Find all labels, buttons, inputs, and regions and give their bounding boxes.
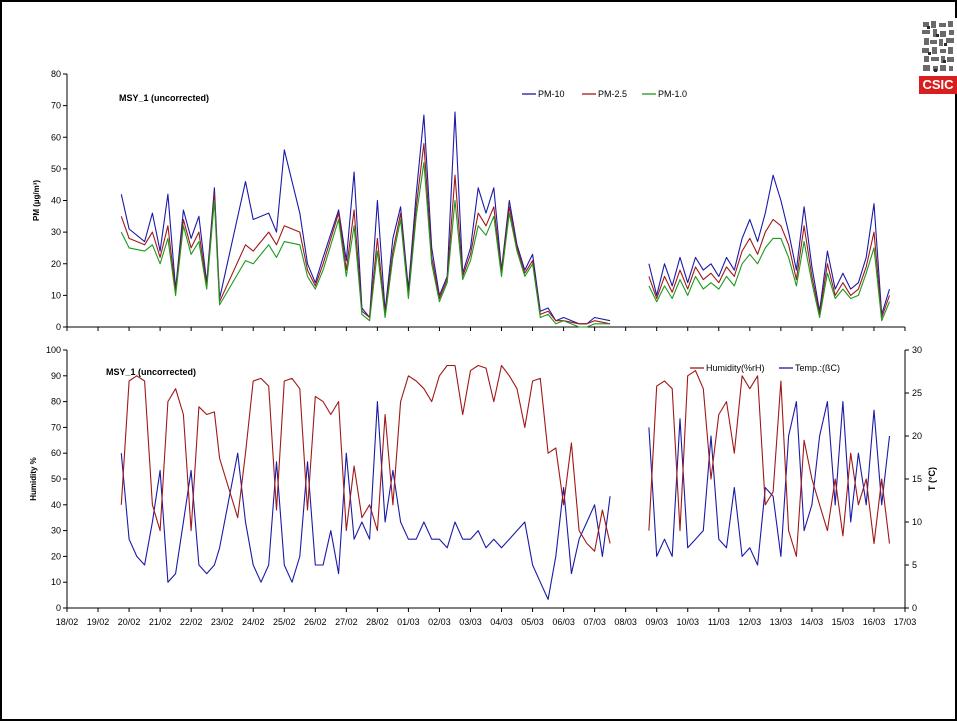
pm1-line: [120, 161, 611, 328]
pm25-line: [120, 143, 611, 325]
x-tick-label: 10/03: [676, 617, 699, 627]
pm10-line: [648, 174, 891, 315]
x-tick-label: 12/03: [739, 617, 762, 627]
pm-legend-label: PM-10: [538, 89, 565, 99]
x-tick-label: 23/02: [211, 617, 234, 627]
temp-y-tick-label: 0: [912, 603, 917, 613]
temp-y-tick-label: 5: [912, 560, 917, 570]
x-tick-label: 16/03: [863, 617, 886, 627]
pm-y-tick-label: 0: [56, 322, 61, 332]
humidity-line: [120, 364, 611, 552]
csic-logo-text: CSIC: [919, 76, 957, 94]
pm-legend-label: PM-2.5: [598, 89, 627, 99]
x-tick-label: 02/03: [428, 617, 451, 627]
x-tick-label: 15/03: [832, 617, 855, 627]
pm-y-tick-label: 80: [51, 69, 61, 79]
pm1-line: [648, 237, 891, 322]
pm-y-tick-label: 20: [51, 259, 61, 269]
hum-y-tick-label: 40: [51, 500, 61, 510]
x-tick-label: 21/02: [149, 617, 172, 627]
hum-legend-label: Humidity(%rH): [706, 363, 765, 373]
pm-y-tick-label: 10: [51, 290, 61, 300]
x-tick-label: 14/03: [801, 617, 824, 627]
hum-y-tick-label: 0: [56, 603, 61, 613]
x-tick-label: 17/03: [894, 617, 917, 627]
hum-y-tick-label: 10: [51, 577, 61, 587]
x-tick-label: 07/03: [583, 617, 606, 627]
x-tick-label: 20/02: [118, 617, 141, 627]
pm-y-tick-label: 60: [51, 132, 61, 142]
x-tick-label: 08/03: [614, 617, 637, 627]
x-tick-label: 26/02: [304, 617, 327, 627]
hum-y-axis-label: Humidity %: [29, 457, 38, 501]
pm-y-tick-label: 40: [51, 196, 61, 206]
pm-y-tick-label: 30: [51, 227, 61, 237]
x-tick-label: 03/03: [459, 617, 482, 627]
pm-chart-title: MSY_1 (uncorrected): [119, 93, 209, 103]
temp-y-tick-label: 10: [912, 517, 922, 527]
hum-y-tick-label: 100: [46, 345, 61, 355]
pm-y-tick-label: 50: [51, 164, 61, 174]
pm10-line: [120, 111, 611, 325]
humidity-line: [648, 370, 891, 557]
hum-legend-label: Temp.:(ßC): [795, 363, 840, 373]
hum-y-tick-label: 50: [51, 474, 61, 484]
temp-line: [120, 401, 611, 600]
pm-y-axis-label: PM (µg/m³): [32, 180, 41, 221]
x-tick-label: 22/02: [180, 617, 203, 627]
temp-line: [648, 401, 891, 566]
x-tick-label: 18/02: [56, 617, 79, 627]
x-tick-label: 09/03: [645, 617, 668, 627]
x-tick-label: 04/03: [490, 617, 513, 627]
x-tick-label: 11/03: [708, 617, 730, 627]
temp-y-tick-label: 15: [912, 474, 922, 484]
x-tick-label: 19/02: [87, 617, 110, 627]
x-tick-label: 27/02: [335, 617, 358, 627]
hum-y-tick-label: 80: [51, 397, 61, 407]
temp-y-tick-label: 25: [912, 388, 922, 398]
pm25-line: [648, 218, 891, 319]
x-tick-label: 28/02: [366, 617, 389, 627]
temp-y-axis-label: T (°C): [927, 467, 937, 491]
x-tick-label: 05/03: [521, 617, 544, 627]
x-tick-label: 24/02: [242, 617, 265, 627]
pm-y-tick-label: 70: [51, 101, 61, 111]
x-tick-label: 13/03: [770, 617, 793, 627]
hum-y-tick-label: 30: [51, 526, 61, 536]
x-tick-label: 25/02: [273, 617, 296, 627]
hum-y-tick-label: 70: [51, 422, 61, 432]
hum-y-tick-label: 20: [51, 551, 61, 561]
x-tick-label: 01/03: [397, 617, 420, 627]
temp-y-tick-label: 20: [912, 431, 922, 441]
pm-legend-label: PM-1.0: [658, 89, 687, 99]
csic-logo-icon: [919, 18, 957, 76]
temp-y-tick-label: 30: [912, 345, 922, 355]
hum-chart-title: MSY_1 (uncorrected): [106, 367, 196, 377]
hum-y-tick-label: 60: [51, 448, 61, 458]
hum-y-tick-label: 90: [51, 371, 61, 381]
x-tick-label: 06/03: [552, 617, 575, 627]
